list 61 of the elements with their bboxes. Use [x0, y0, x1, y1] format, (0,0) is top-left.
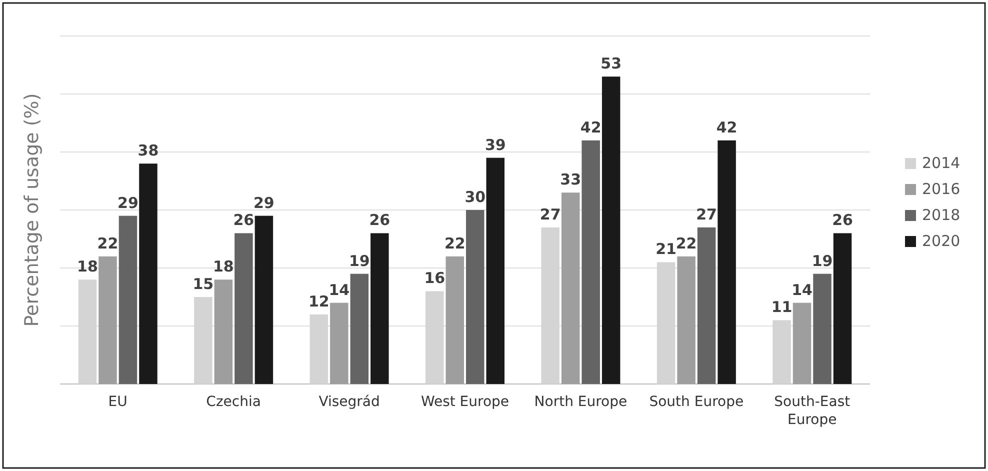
data-label: 22	[97, 234, 118, 252]
data-label: 38	[138, 142, 159, 160]
data-label: 12	[308, 292, 330, 310]
legend-label: 2020	[922, 232, 960, 250]
data-label: 19	[812, 252, 833, 270]
data-label: 29	[254, 194, 274, 212]
bar	[792, 302, 812, 384]
data-label: 11	[771, 298, 792, 316]
data-label: 42	[580, 118, 602, 136]
bar	[446, 256, 464, 384]
data-label: 21	[656, 240, 676, 258]
legend-label: 2014	[922, 154, 960, 172]
data-label: 16	[424, 269, 446, 288]
bar	[813, 274, 832, 384]
data-label: 27	[696, 205, 717, 224]
bar	[254, 216, 274, 384]
data-label: 19	[348, 252, 370, 270]
data-label: 22	[676, 234, 697, 252]
bar	[602, 76, 620, 384]
bar	[697, 227, 716, 384]
bar	[677, 256, 696, 384]
bar	[370, 233, 389, 384]
data-label: 53	[600, 54, 622, 73]
y-axis-title: Percentage of usage (%)	[21, 93, 43, 327]
data-label: 15	[192, 275, 214, 293]
x-tick-label: South-East Europe	[774, 394, 851, 428]
data-label: 30	[464, 188, 486, 206]
bar	[98, 256, 117, 384]
data-label: 14	[792, 280, 812, 299]
data-label: 26	[233, 211, 254, 230]
bar	[833, 233, 852, 384]
data-label: 26	[832, 211, 853, 230]
data-label: 14	[328, 280, 350, 299]
x-tick-label: North Europe	[534, 394, 628, 410]
data-label: 42	[716, 118, 738, 136]
data-label: 18	[213, 258, 234, 276]
x-tick-label: Visegrád	[318, 394, 380, 410]
data-label: 39	[484, 136, 506, 154]
data-label: 29	[118, 194, 138, 212]
data-label: 33	[560, 170, 582, 189]
x-tick-label: EU	[108, 394, 128, 410]
data-label: 26	[369, 211, 390, 230]
data-label: 22	[444, 234, 466, 252]
bar	[234, 233, 253, 384]
bar	[350, 274, 369, 384]
x-tick-label: West Europe	[420, 394, 510, 410]
legend-label: 2016	[922, 180, 960, 198]
bar	[118, 216, 138, 384]
bar	[561, 192, 580, 384]
data-label: 18	[77, 258, 98, 276]
bar	[214, 280, 233, 384]
bar	[486, 158, 504, 384]
x-tick-label: South Europe	[649, 394, 744, 410]
legend-label: 2018	[922, 206, 960, 224]
bar	[582, 140, 600, 384]
x-tick-label: Czechia	[206, 394, 261, 410]
bar	[466, 210, 484, 384]
bar	[139, 164, 158, 384]
bar	[330, 302, 348, 384]
data-label: 27	[540, 205, 561, 224]
bar	[718, 140, 736, 384]
